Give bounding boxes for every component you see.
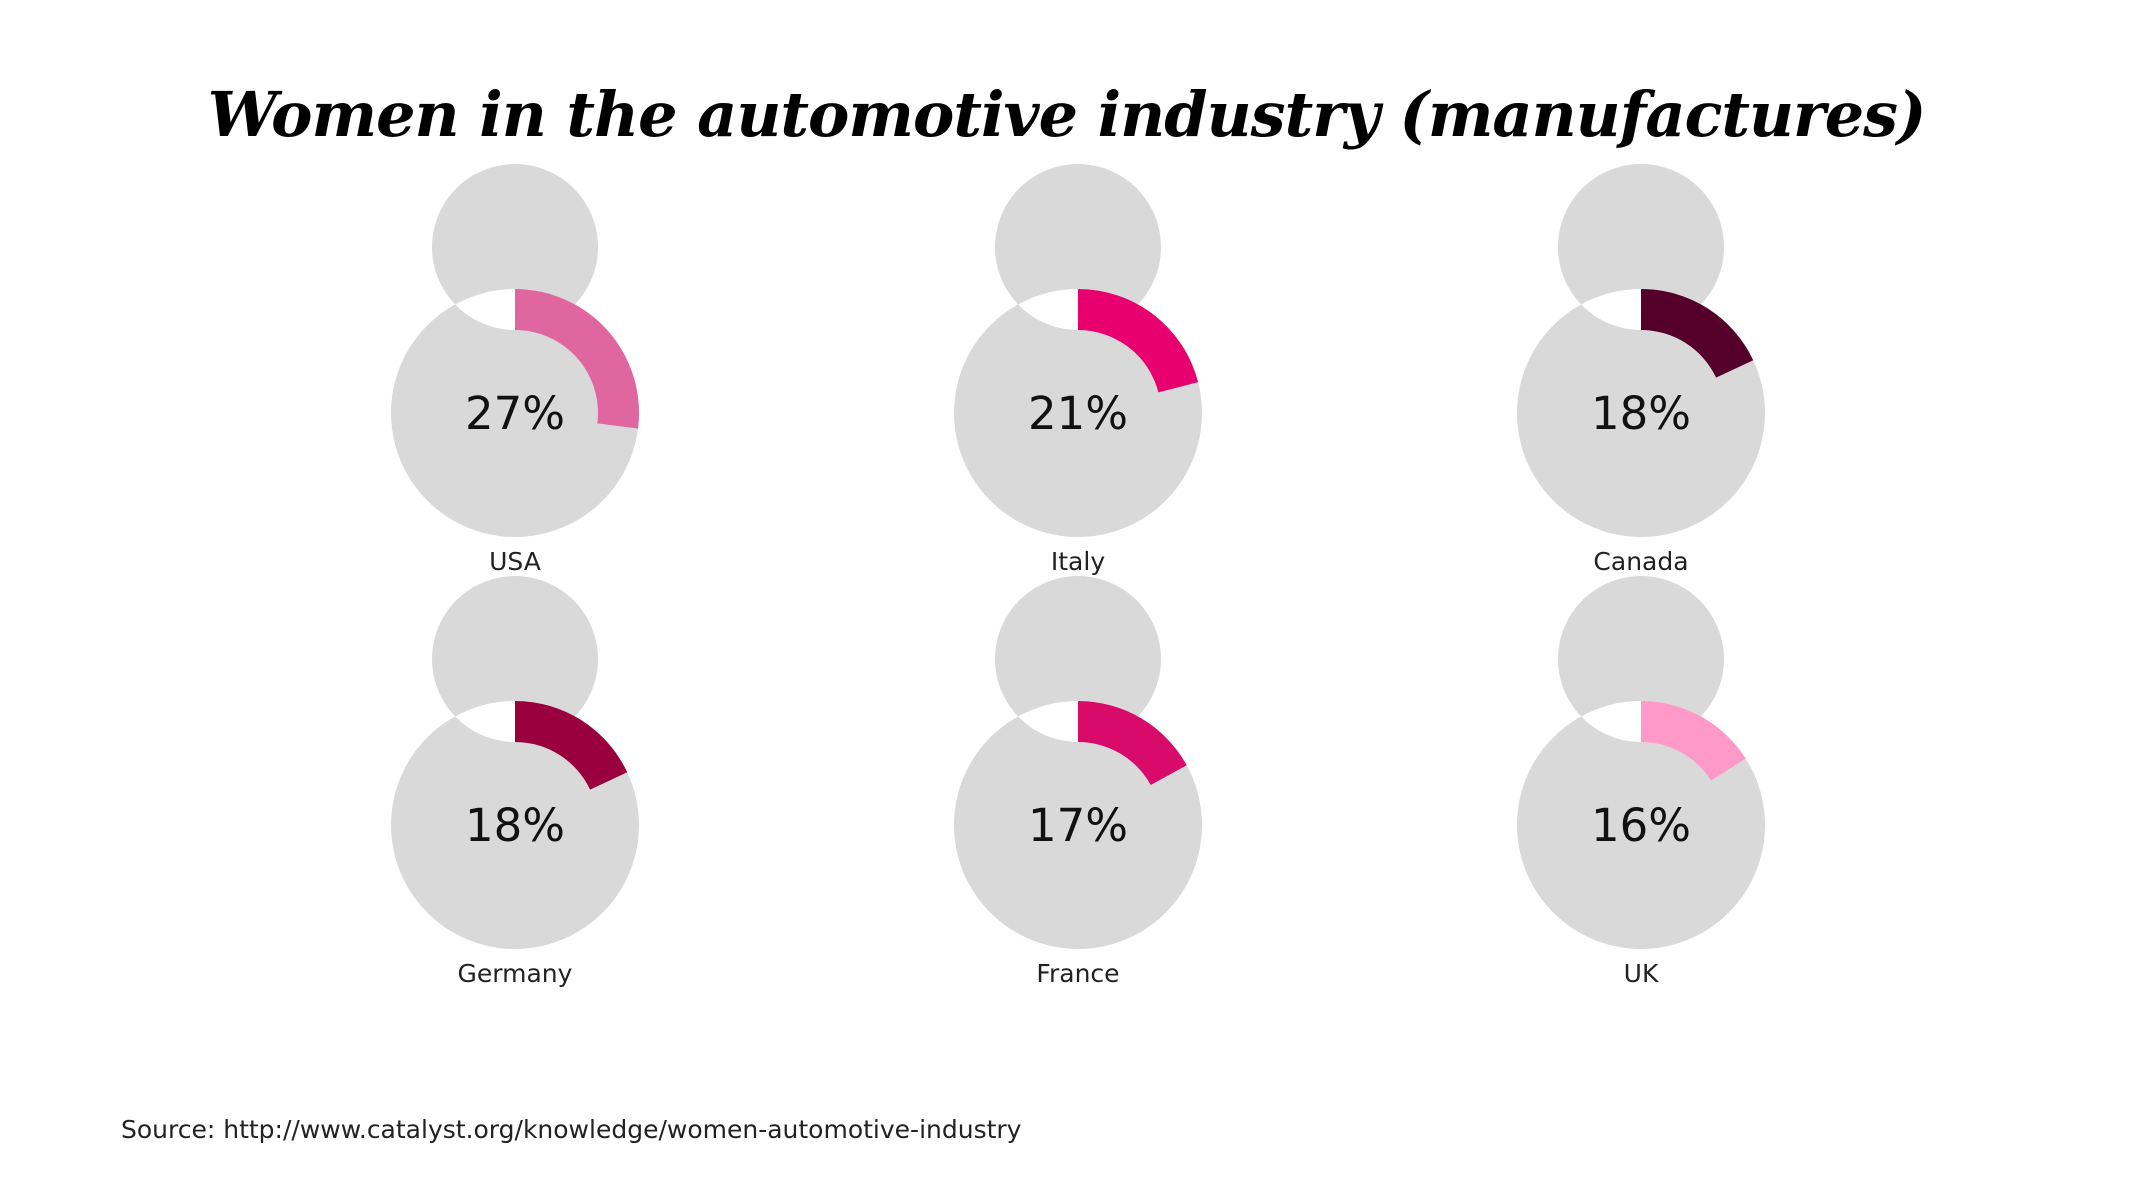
donut-track-uk [1516, 575, 1765, 949]
country-label-france: France [1036, 959, 1119, 988]
donut-segment-usa [515, 289, 639, 429]
percent-label-uk: 16% [1591, 799, 1691, 852]
donut-track-canada [1516, 163, 1765, 537]
donut-canada: 18% Canada [1516, 163, 1765, 576]
chart-title: Women in the automotive industry (manufa… [207, 78, 1927, 151]
country-label-uk: UK [1624, 959, 1659, 988]
country-label-italy: Italy [1051, 547, 1105, 576]
donut-track-usa [390, 163, 639, 537]
percent-label-usa: 27% [465, 387, 565, 440]
donut-segment-canada [1641, 289, 1754, 378]
country-label-canada: Canada [1593, 547, 1688, 576]
donut-france: 17% France [953, 575, 1202, 988]
percent-label-italy: 21% [1028, 387, 1128, 440]
donut-uk: 16% UK [1516, 575, 1765, 988]
donut-usa: 27% USA [390, 163, 639, 576]
percent-label-germany: 18% [465, 799, 565, 852]
donut-track-france [953, 575, 1202, 949]
donut-segment-france [1078, 701, 1187, 786]
donut-germany: 18% Germany [390, 576, 639, 988]
country-label-usa: USA [489, 547, 541, 576]
country-label-germany: Germany [458, 959, 573, 988]
donut-italy: 21% Italy [953, 163, 1202, 576]
donut-segment-uk [1641, 701, 1746, 781]
donut-track-germany [390, 576, 639, 949]
percent-label-france: 17% [1028, 799, 1128, 852]
source-note: Source: http://www.catalyst.org/knowledg… [121, 1115, 1022, 1144]
donut-segment-germany [515, 701, 628, 790]
percent-label-canada: 18% [1591, 387, 1691, 440]
donut-track-italy [953, 163, 1202, 537]
donut-segment-italy [1078, 289, 1199, 393]
